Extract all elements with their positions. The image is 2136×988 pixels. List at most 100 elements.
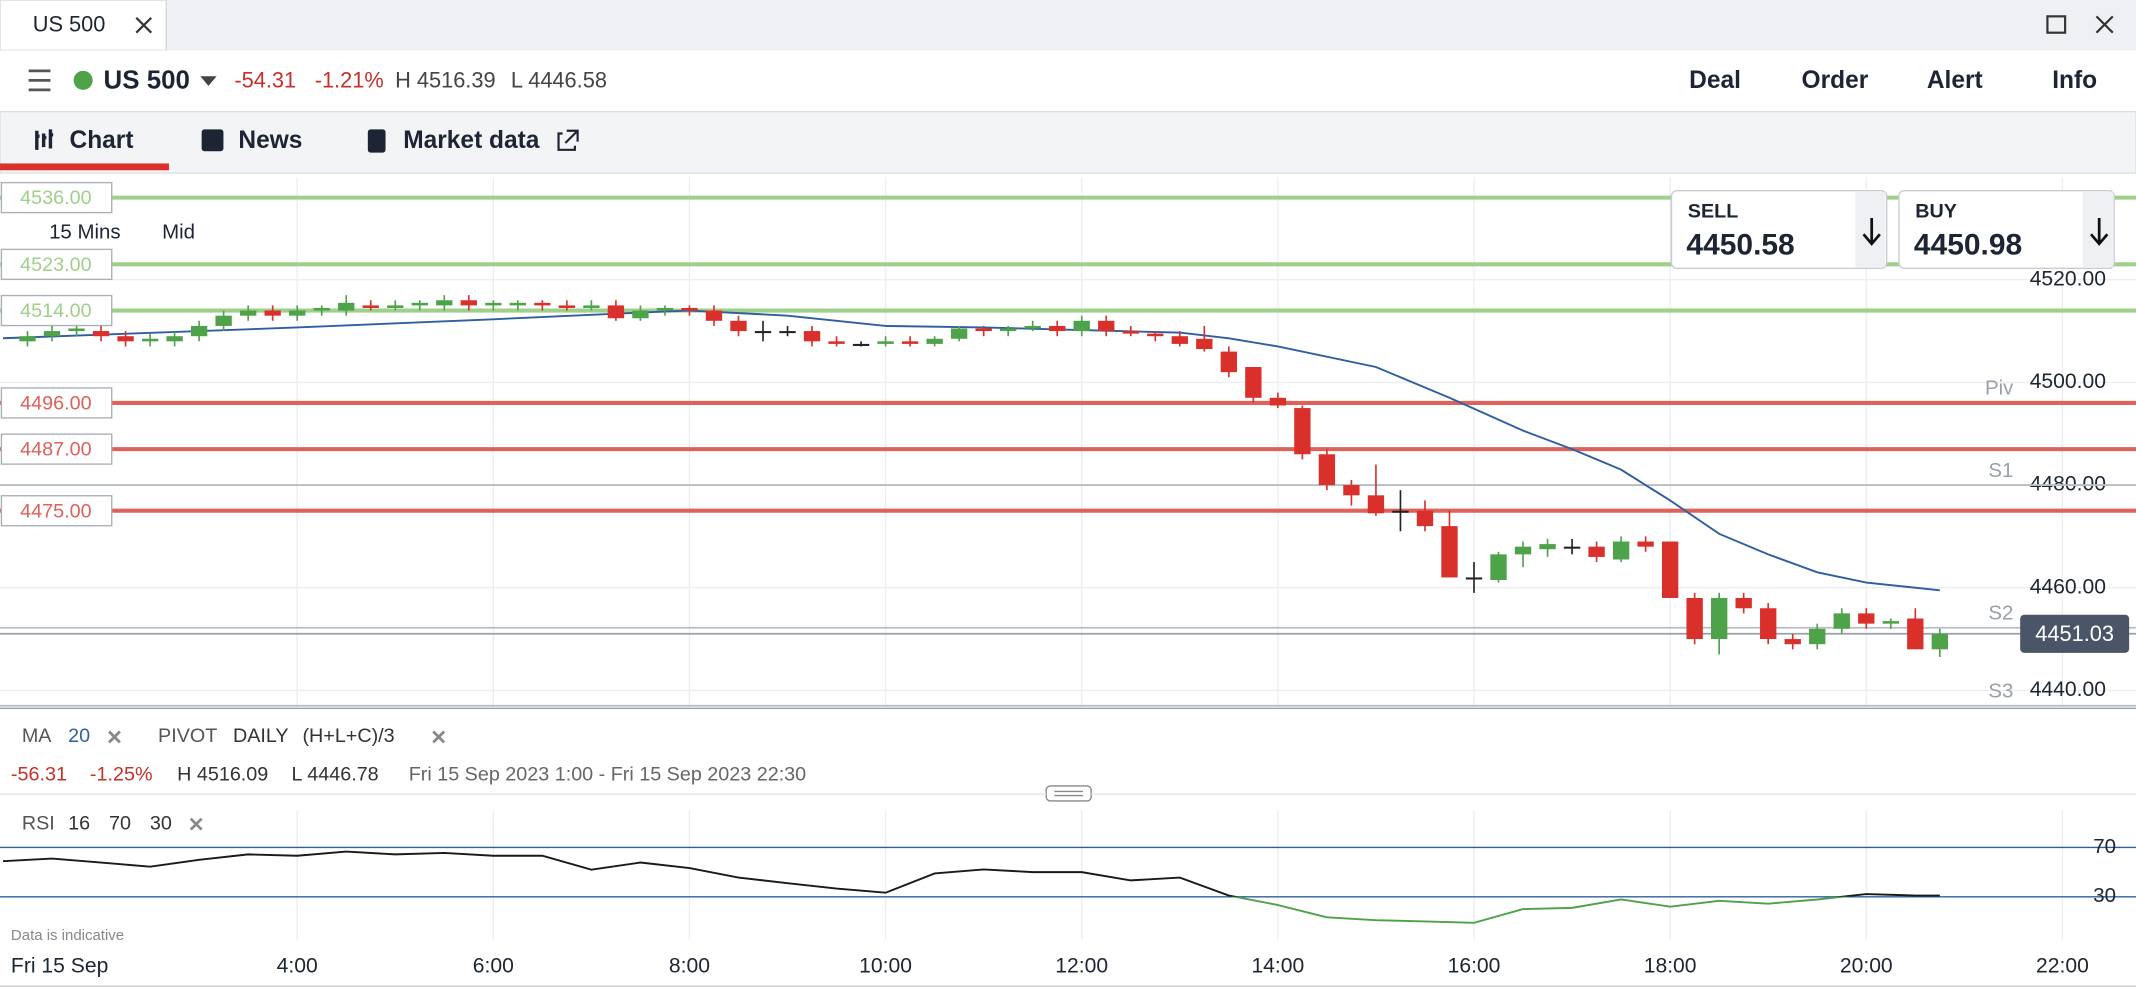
close-tab-icon[interactable] xyxy=(135,16,153,34)
x-tick-label: 10:00 xyxy=(859,955,912,978)
x-tick-label: 16:00 xyxy=(1448,955,1501,978)
candle-body xyxy=(1563,546,1581,549)
down-arrow xyxy=(1862,217,1881,246)
summary-change-pct: -1.25% xyxy=(90,763,153,785)
buy-price: 4450.98 xyxy=(1914,228,2022,261)
rsi-tick-label: 30 xyxy=(2093,885,2116,907)
header-high: H 4516.39 xyxy=(395,67,496,92)
active-tab-indicator xyxy=(0,163,169,171)
candle-body xyxy=(460,300,477,306)
candle-body xyxy=(926,338,943,344)
candle-body xyxy=(1882,621,1899,624)
candle-body xyxy=(190,325,208,337)
external-link-icon xyxy=(557,129,579,151)
x-tick-label: 22:00 xyxy=(2036,955,2089,978)
candle-body xyxy=(632,310,649,319)
rsi-upper: 70 xyxy=(109,812,131,834)
candle-body xyxy=(1024,325,1041,329)
candle-body xyxy=(1416,510,1434,527)
buy-box[interactable]: BUY 4450.98 xyxy=(1898,190,2115,270)
candle-body xyxy=(19,336,36,342)
candle-body xyxy=(583,305,600,308)
y-tick-label: 4460.00 xyxy=(2030,575,2106,598)
pivot-label: S2 xyxy=(1988,603,2013,625)
remove-indicator[interactable] xyxy=(189,817,203,831)
down-arrow xyxy=(2089,217,2109,246)
resize-handle[interactable] xyxy=(1045,785,1092,802)
candle-body xyxy=(1171,336,1188,344)
buy-button[interactable] xyxy=(1898,190,2115,270)
candle-body xyxy=(289,310,306,316)
candle-body xyxy=(1000,328,1017,332)
candle-body xyxy=(117,336,134,342)
candle-body xyxy=(1073,320,1090,332)
candle-body xyxy=(1343,485,1360,496)
y-tick-label: 4480.00 xyxy=(2030,473,2106,496)
candle-body xyxy=(1465,577,1483,580)
menu-icon[interactable] xyxy=(28,69,51,92)
moving-average xyxy=(2,309,1940,592)
window-tab[interactable] xyxy=(0,0,167,52)
candle-body xyxy=(901,341,919,344)
candle-body xyxy=(411,302,428,306)
sell-box[interactable]: SELL 4450.58 xyxy=(1670,190,1888,270)
candle-body xyxy=(1122,331,1139,334)
action-button[interactable]: Deal xyxy=(1689,67,1741,94)
header-change: -54.31 xyxy=(234,67,296,92)
tab-news[interactable]: News xyxy=(238,127,302,154)
market-data-icon xyxy=(367,129,386,153)
candle-body xyxy=(1661,541,1679,598)
market-dropdown[interactable] xyxy=(200,76,217,86)
candle-body xyxy=(43,331,61,337)
candle-body xyxy=(1220,351,1238,373)
candle-body xyxy=(1588,546,1605,557)
candle-body xyxy=(681,307,698,311)
action-button[interactable]: Order xyxy=(1802,67,1869,94)
maximize-icon[interactable] xyxy=(2046,15,2067,34)
candle-body xyxy=(1441,526,1458,578)
candle-body xyxy=(705,310,723,321)
candle-body xyxy=(877,341,894,344)
disclaimer: Data is indicative xyxy=(11,927,124,944)
sell-label: SELL xyxy=(1688,201,1738,223)
candle-body xyxy=(1490,554,1507,581)
x-tick-label: 14:00 xyxy=(1251,955,1304,978)
candle-body xyxy=(803,331,821,342)
action-button[interactable]: Alert xyxy=(1927,67,1983,94)
chart-icon xyxy=(35,129,54,150)
alert-label: 4536.00 xyxy=(20,187,91,209)
alert-label-box xyxy=(0,248,113,281)
alert-label: 4475.00 xyxy=(20,500,91,522)
alert-label: 4496.00 xyxy=(20,393,91,415)
x-tick-label: 12:00 xyxy=(1055,955,1108,978)
candle-body xyxy=(1294,408,1311,455)
sell-button[interactable] xyxy=(1670,190,1888,270)
alert-label-box xyxy=(0,495,113,527)
interval[interactable]: 15 Mins xyxy=(49,221,121,243)
rsi-label: RSI xyxy=(22,812,55,834)
close-window-icon[interactable] xyxy=(2095,15,2114,34)
candle-body xyxy=(92,331,110,337)
candle-body xyxy=(1392,510,1409,513)
candle-body xyxy=(1196,338,1213,350)
x-tick-label: 6:00 xyxy=(473,955,514,978)
pivot-formula: (H+L+C)/3 xyxy=(302,725,394,747)
price-type[interactable]: Mid xyxy=(162,221,195,243)
action-button[interactable]: Info xyxy=(2052,67,2097,94)
candle-body xyxy=(68,328,85,332)
rsi-period: 16 xyxy=(68,812,90,834)
alert-label-box xyxy=(0,433,113,465)
candle-body xyxy=(239,310,257,316)
tab-market-data[interactable]: Market data xyxy=(403,127,540,154)
remove-indicator[interactable] xyxy=(108,730,121,744)
candle-body xyxy=(1147,333,1164,337)
alert-label-box xyxy=(0,181,113,214)
candle-body xyxy=(1637,541,1654,547)
candle-body xyxy=(1539,544,1556,550)
tab-chart[interactable]: Chart xyxy=(70,127,134,154)
remove-indicator[interactable] xyxy=(432,730,446,744)
candle-body xyxy=(1269,397,1287,406)
market-name[interactable]: US 500 xyxy=(104,67,190,95)
y-tick-label: 4500.00 xyxy=(2030,370,2106,393)
